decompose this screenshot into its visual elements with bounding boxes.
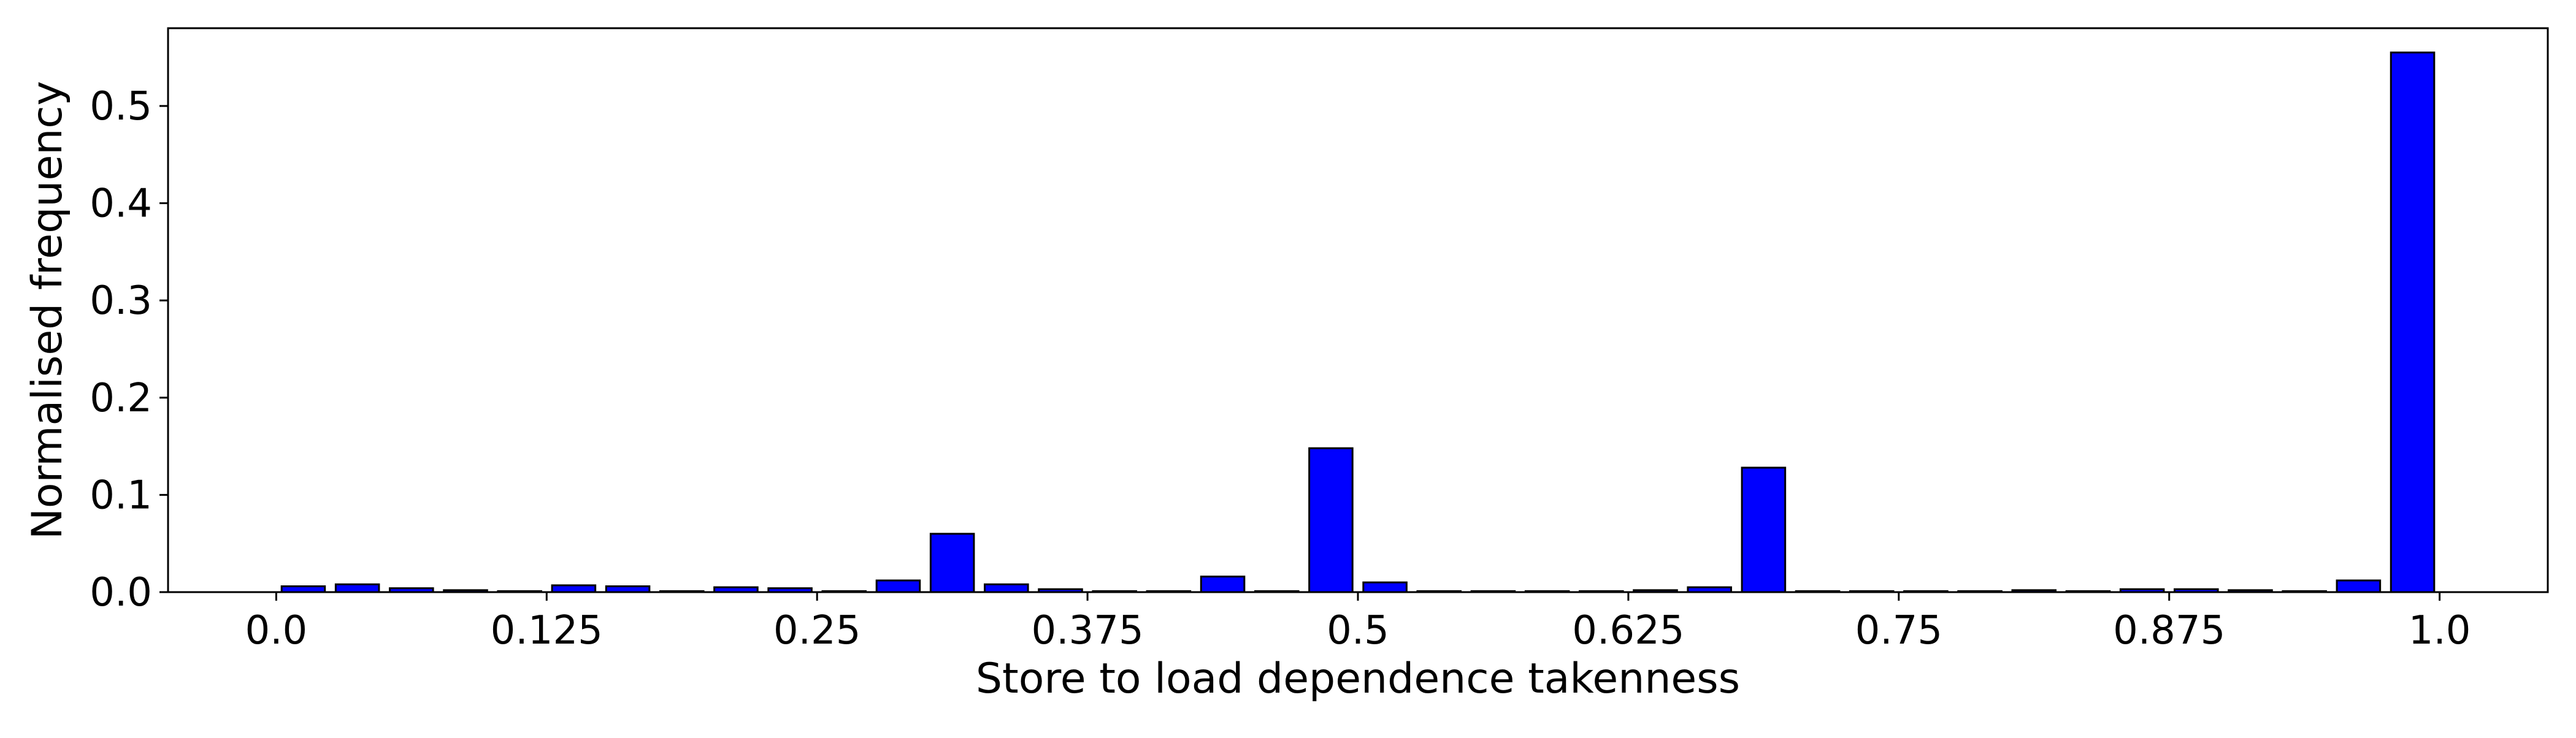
y-tick-label: 0.5 (90, 84, 152, 129)
x-tick-label: 0.375 (1031, 608, 1143, 653)
x-axis-label: Store to load dependence takenness (976, 655, 1740, 703)
y-axis-label: Normalised frequency (23, 81, 72, 539)
x-tick-label: 0.125 (491, 608, 603, 653)
bar (334, 583, 380, 593)
x-tick-label: 0.75 (1855, 608, 1943, 653)
bar (1200, 576, 1246, 593)
bars-group (280, 51, 2436, 593)
y-tick-label: 0.2 (90, 376, 152, 421)
x-tick-label: 0.25 (773, 608, 861, 653)
y-tick-label: 0.1 (90, 473, 152, 518)
y-axis-ticks: 0.0 0.1 0.2 0.3 0.4 0.5 (90, 84, 168, 615)
bar (984, 583, 1029, 593)
bar (929, 533, 975, 593)
bar (1362, 581, 1408, 593)
y-tick-label: 0.0 (90, 570, 152, 615)
bar (2390, 51, 2436, 593)
bar (2336, 579, 2382, 593)
y-tick-label: 0.3 (90, 278, 152, 324)
bar (1741, 466, 1787, 593)
x-tick-label: 1.0 (2409, 608, 2471, 653)
x-tick-label: 0.5 (1327, 608, 1389, 653)
x-axis-ticks: 0.0 0.125 0.25 0.375 0.5 0.625 0.75 0.875 1.0 (245, 592, 2471, 653)
bar (551, 584, 597, 593)
bar (875, 579, 921, 593)
x-tick-label: 0.0 (245, 608, 307, 653)
x-tick-label: 0.625 (1572, 608, 1684, 653)
bar (1308, 447, 1354, 593)
x-tick-label: 0.875 (2113, 608, 2225, 653)
y-tick-label: 0.4 (90, 181, 152, 227)
